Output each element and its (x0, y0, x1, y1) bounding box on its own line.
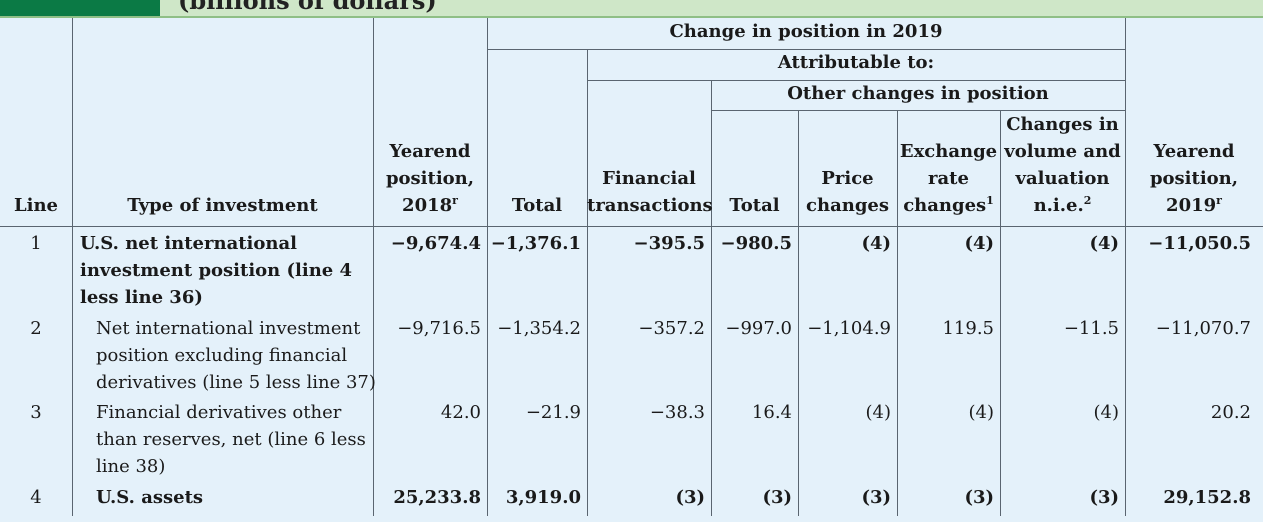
cell-yearend-2018: −9,674.4 (390, 233, 481, 254)
rule (487, 18, 488, 516)
rule (798, 111, 799, 516)
cell-yearend-2019: −11,070.7 (1155, 318, 1251, 339)
cell-price: (3) (861, 487, 891, 508)
header-line: n.i.e.2 (1000, 192, 1125, 219)
cell-financial: (3) (675, 487, 705, 508)
footnote-ref: 2 (1083, 194, 1092, 207)
rule (1125, 18, 1126, 516)
rule (0, 226, 1263, 227)
table-banner: (billions of dollars) (0, 0, 1263, 18)
cell-exchange: (4) (968, 402, 995, 423)
cell-type: line 38) (96, 456, 166, 477)
cell-line: 1 (30, 233, 42, 254)
header-line: changes1 (897, 192, 1000, 219)
header-line: Exchange (899, 141, 998, 162)
cell-yearend-2018: −9,716.5 (397, 318, 481, 339)
cell-type: U.S. net international (80, 233, 297, 254)
header-line: Yearend (389, 141, 471, 162)
rule (711, 81, 712, 516)
header-line: Financial (602, 168, 696, 189)
rule (487, 49, 1125, 50)
revised-note: r (1216, 194, 1222, 207)
header-year: 2019 (1166, 195, 1217, 216)
other-changes-header: Other changes in position (787, 83, 1049, 104)
cell-type: Net international investment (96, 318, 361, 339)
cell-line: 2 (30, 318, 42, 339)
cell-type: less line 36) (80, 287, 203, 308)
header-line: Yearend (1153, 141, 1235, 162)
banner-tab (0, 0, 160, 16)
cell-line: 4 (30, 487, 42, 508)
cell-financial: −395.5 (633, 233, 705, 254)
header-year: 2018 (402, 195, 453, 216)
revised-note: r (452, 194, 458, 207)
rule (711, 110, 1125, 111)
cell-financial: −357.2 (638, 318, 705, 339)
cell-exchange: 119.5 (942, 318, 994, 339)
cell-financial: −38.3 (649, 402, 705, 423)
cell-total: −21.9 (525, 402, 581, 423)
cell-price: −1,104.9 (807, 318, 891, 339)
col-type-header: Type of investment (127, 195, 318, 216)
cell-type: Financial derivatives other (96, 402, 342, 423)
header-line: transactions (587, 195, 713, 216)
cell-type: U.S. assets (96, 487, 204, 508)
cell-yearend-2019: 29,152.8 (1163, 487, 1251, 508)
header-line: position, (1149, 168, 1239, 189)
col-total-header: Total (511, 195, 563, 216)
rule (587, 50, 588, 516)
cell-price: (4) (861, 233, 891, 254)
cell-other-total: (3) (762, 487, 792, 508)
footnote-ref: 1 (986, 194, 994, 207)
col-line-header: Line (13, 195, 59, 216)
attributable-header: Attributable to: (777, 52, 935, 73)
cell-price: (4) (865, 402, 892, 423)
rule (897, 111, 898, 516)
header-line: Changes in (1006, 114, 1119, 135)
cell-type: than reserves, net (line 6 less (96, 429, 366, 450)
header-line: valuation (1015, 168, 1110, 189)
cell-other-total: 16.4 (751, 402, 792, 423)
header-line: volume and (1004, 141, 1121, 162)
cell-volume: (3) (1089, 487, 1119, 508)
change-group-header: Change in position in 2019 (669, 21, 943, 42)
rule (587, 80, 1125, 81)
cell-yearend-2018: 42.0 (440, 402, 481, 423)
header-line: 2018r (373, 192, 487, 219)
cell-other-total: −997.0 (725, 318, 792, 339)
header-word: n.i.e. (1033, 195, 1084, 216)
cell-exchange: (4) (964, 233, 994, 254)
banner-title: (billions of dollars) (178, 0, 437, 15)
header-line: 2019r (1125, 192, 1263, 219)
rule (373, 18, 374, 516)
cell-volume: (4) (1089, 233, 1119, 254)
cell-yearend-2019: −11,050.5 (1148, 233, 1251, 254)
cell-type: derivatives (line 5 less line 37) (96, 372, 376, 393)
rule (72, 18, 73, 516)
header-line: changes (806, 195, 889, 216)
header-line: rate (928, 168, 969, 189)
cell-other-total: −980.5 (720, 233, 792, 254)
cell-volume: (4) (1093, 402, 1120, 423)
header-word: changes (903, 195, 987, 216)
cell-yearend-2019: 20.2 (1210, 402, 1251, 423)
cell-volume: −11.5 (1063, 318, 1119, 339)
cell-type: investment position (line 4 (80, 260, 353, 281)
cell-total: 3,919.0 (505, 487, 581, 508)
cell-type: position excluding financial (96, 345, 348, 366)
header-line: Price (821, 168, 874, 189)
rule (1000, 111, 1001, 516)
header-line: position, (385, 168, 475, 189)
cell-exchange: (3) (964, 487, 994, 508)
col-other-total-header: Total (729, 195, 780, 216)
cell-yearend-2018: 25,233.8 (393, 487, 481, 508)
cell-total: −1,376.1 (490, 233, 581, 254)
cell-line: 3 (30, 402, 42, 423)
cell-total: −1,354.2 (497, 318, 581, 339)
